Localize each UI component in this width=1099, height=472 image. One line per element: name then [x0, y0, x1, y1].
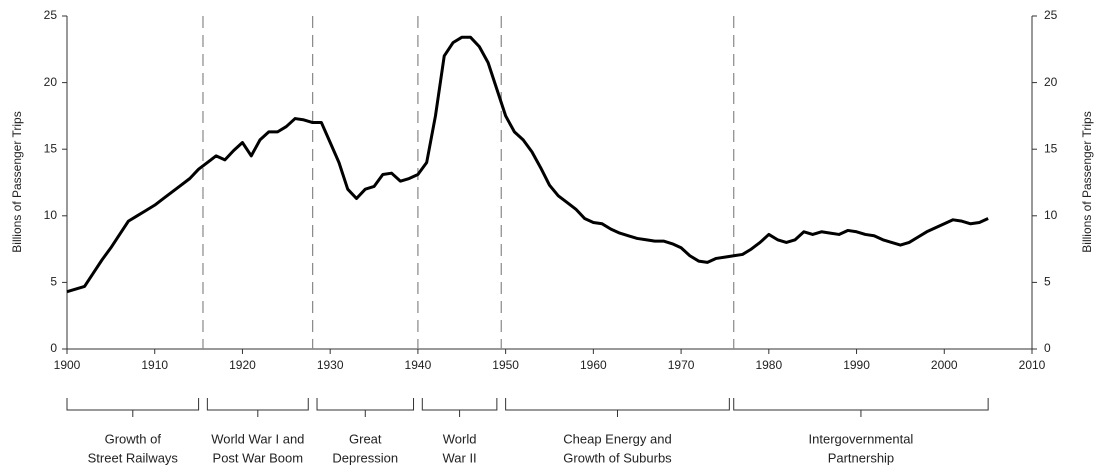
y2-axis-label: Billions of Passenger Trips: [1080, 111, 1094, 252]
x-tick-label: 1900: [54, 358, 81, 372]
y-tick-label: 10: [44, 208, 58, 222]
y-tick-label: 20: [44, 75, 58, 89]
era-bracket: [505, 398, 730, 417]
era-label: Cheap Energy and: [563, 431, 671, 446]
era-bracket: [733, 398, 989, 417]
era-label: Post War Boom: [213, 450, 304, 465]
x-tick-label: 1960: [580, 358, 607, 372]
era-label: War II: [442, 450, 476, 465]
era-label: Partnership: [828, 450, 894, 465]
era-label: Depression: [332, 450, 398, 465]
y2-tick-label: 20: [1044, 75, 1058, 89]
y-axis-label: Billions of Passenger Trips: [10, 111, 24, 252]
y2-tick-label: 15: [1044, 141, 1058, 155]
y2-tick-label: 10: [1044, 208, 1058, 222]
x-tick-label: 1990: [843, 358, 870, 372]
x-tick-label: 1910: [141, 358, 168, 372]
y2-tick-label: 5: [1044, 275, 1051, 289]
y-tick-label: 0: [50, 341, 57, 355]
era-bracket: [421, 398, 498, 417]
x-tick-label: 1940: [405, 358, 432, 372]
x-tick-label: 1950: [492, 358, 519, 372]
y2-tick-label: 0: [1044, 341, 1051, 355]
era-bracket: [316, 398, 415, 417]
era-label: Street Railways: [88, 450, 179, 465]
era-label: World: [443, 431, 477, 446]
x-tick-label: 2010: [1019, 358, 1046, 372]
x-tick-label: 1930: [317, 358, 344, 372]
y-tick-label: 25: [44, 8, 58, 22]
x-tick-label: 2000: [931, 358, 958, 372]
x-tick-label: 1970: [668, 358, 695, 372]
era-label: Intergovernmental: [809, 431, 914, 446]
x-tick-label: 1980: [755, 358, 782, 372]
era-bracket: [206, 398, 309, 417]
y-tick-label: 5: [50, 275, 57, 289]
y2-tick-label: 25: [1044, 8, 1058, 22]
era-label: Growth of: [105, 431, 162, 446]
era-label: World War I and: [211, 431, 304, 446]
data-line: [66, 35, 989, 294]
y-tick-label: 15: [44, 141, 58, 155]
era-label: Great: [349, 431, 382, 446]
era-label: Growth of Suburbs: [563, 450, 672, 465]
era-bracket: [66, 398, 200, 417]
x-tick-label: 1920: [229, 358, 256, 372]
